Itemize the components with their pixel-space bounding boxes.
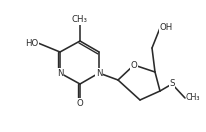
Text: N: N <box>96 69 102 77</box>
Text: O: O <box>131 60 137 70</box>
Text: S: S <box>169 79 175 88</box>
Text: N: N <box>57 69 63 77</box>
Text: CH₃: CH₃ <box>186 93 200 103</box>
Text: HO: HO <box>25 39 38 48</box>
Text: OH: OH <box>160 23 173 32</box>
Text: O: O <box>77 98 83 107</box>
Text: CH₃: CH₃ <box>72 15 88 25</box>
